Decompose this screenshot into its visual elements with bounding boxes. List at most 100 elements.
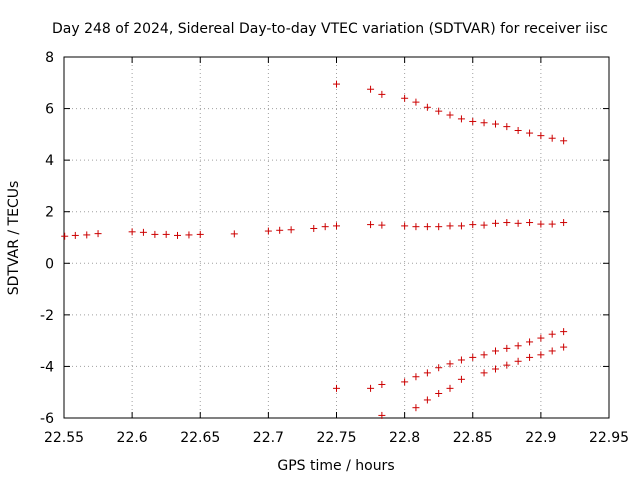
data-point bbox=[185, 231, 193, 239]
y-tick-label: 4 bbox=[45, 153, 54, 169]
y-tick-label: 0 bbox=[45, 256, 54, 272]
y-tick-label: 6 bbox=[45, 102, 54, 118]
data-point bbox=[321, 223, 329, 231]
data-point bbox=[333, 222, 340, 230]
grid-layer bbox=[64, 57, 609, 418]
tick-layer bbox=[63, 56, 610, 419]
data-point bbox=[61, 232, 69, 240]
y-tick-labels: -6 -4 -2 0 2 4 6 8 bbox=[40, 50, 54, 427]
data-point bbox=[537, 220, 545, 228]
x-tick-labels: 22.55 22.6 22.65 22.7 22.75 22.8 22.85 22.9 22.9… bbox=[44, 430, 629, 446]
y-tick-label: -2 bbox=[40, 308, 54, 324]
data-point bbox=[457, 375, 465, 383]
data-point bbox=[333, 80, 340, 88]
data-point bbox=[480, 351, 488, 359]
x-axis-label: GPS time / hours bbox=[277, 458, 394, 474]
data-point bbox=[446, 222, 454, 230]
data-point bbox=[446, 384, 454, 392]
data-point bbox=[401, 94, 409, 102]
data-point bbox=[83, 231, 91, 239]
y-tick-label: 2 bbox=[45, 205, 54, 221]
data-point bbox=[503, 123, 511, 131]
data-point bbox=[526, 338, 534, 346]
data-point bbox=[435, 390, 443, 398]
data-point bbox=[412, 223, 420, 231]
data-point bbox=[469, 221, 477, 229]
data-point bbox=[548, 134, 556, 142]
data-point bbox=[526, 129, 534, 137]
y-tick-label: -4 bbox=[40, 359, 54, 375]
data-point bbox=[537, 351, 545, 359]
data-point bbox=[310, 224, 318, 232]
x-tick-label: 22.55 bbox=[44, 430, 84, 446]
x-tick-label: 22.6 bbox=[117, 430, 148, 446]
y-axis-label: SDTVAR / TECUs bbox=[6, 181, 22, 296]
data-point bbox=[435, 364, 443, 372]
data-point bbox=[514, 357, 522, 365]
data-point bbox=[412, 404, 420, 412]
data-point bbox=[480, 119, 488, 127]
data-point bbox=[151, 230, 159, 238]
data-point bbox=[94, 230, 102, 238]
data-point bbox=[514, 219, 522, 227]
data-point bbox=[401, 378, 409, 386]
data-point bbox=[162, 230, 170, 238]
data-point bbox=[560, 343, 568, 351]
data-point bbox=[367, 85, 375, 93]
data-point bbox=[457, 356, 465, 364]
data-point bbox=[287, 226, 295, 234]
data-point bbox=[367, 221, 375, 229]
data-point bbox=[423, 223, 431, 231]
data-point bbox=[446, 111, 454, 119]
data-point bbox=[503, 219, 511, 227]
data-point bbox=[412, 373, 420, 381]
data-point bbox=[503, 344, 511, 352]
data-point bbox=[492, 219, 500, 227]
data-point bbox=[276, 226, 284, 234]
data-point bbox=[457, 115, 465, 123]
data-point bbox=[526, 219, 534, 227]
data-point bbox=[378, 380, 386, 388]
data-point bbox=[548, 347, 556, 355]
data-point bbox=[423, 396, 431, 404]
data-point bbox=[526, 353, 534, 361]
data-point bbox=[196, 230, 204, 238]
data-point bbox=[378, 90, 386, 98]
data-point bbox=[469, 353, 477, 361]
x-tick-label: 22.8 bbox=[389, 430, 420, 446]
data-point bbox=[480, 221, 488, 229]
data-point bbox=[423, 103, 431, 111]
data-point bbox=[514, 126, 522, 134]
x-tick-label: 22.7 bbox=[253, 430, 284, 446]
data-point bbox=[503, 361, 511, 369]
y-tick-label: -6 bbox=[40, 411, 54, 427]
data-point bbox=[230, 230, 238, 238]
data-point bbox=[446, 360, 454, 368]
data-point bbox=[560, 219, 568, 227]
data-point bbox=[378, 411, 386, 419]
data-point bbox=[492, 120, 500, 128]
data-point bbox=[457, 222, 465, 230]
y-tick-label: 8 bbox=[45, 50, 54, 66]
data-point bbox=[378, 221, 386, 229]
x-tick-label: 22.95 bbox=[589, 430, 629, 446]
data-point bbox=[128, 228, 136, 236]
data-point bbox=[469, 117, 477, 125]
data-point bbox=[560, 137, 568, 145]
data-point bbox=[514, 342, 522, 350]
data-point bbox=[139, 228, 147, 236]
data-point bbox=[71, 231, 79, 239]
data-point bbox=[401, 222, 409, 230]
data-point bbox=[492, 365, 500, 373]
data-point bbox=[367, 384, 375, 392]
data-point bbox=[412, 98, 420, 106]
data-point bbox=[492, 347, 500, 355]
data-point bbox=[548, 220, 556, 228]
x-tick-label: 22.75 bbox=[316, 430, 356, 446]
data-point bbox=[548, 330, 556, 338]
data-point bbox=[537, 334, 545, 342]
data-point bbox=[435, 107, 443, 115]
data-points bbox=[61, 80, 568, 419]
data-point bbox=[480, 369, 488, 377]
